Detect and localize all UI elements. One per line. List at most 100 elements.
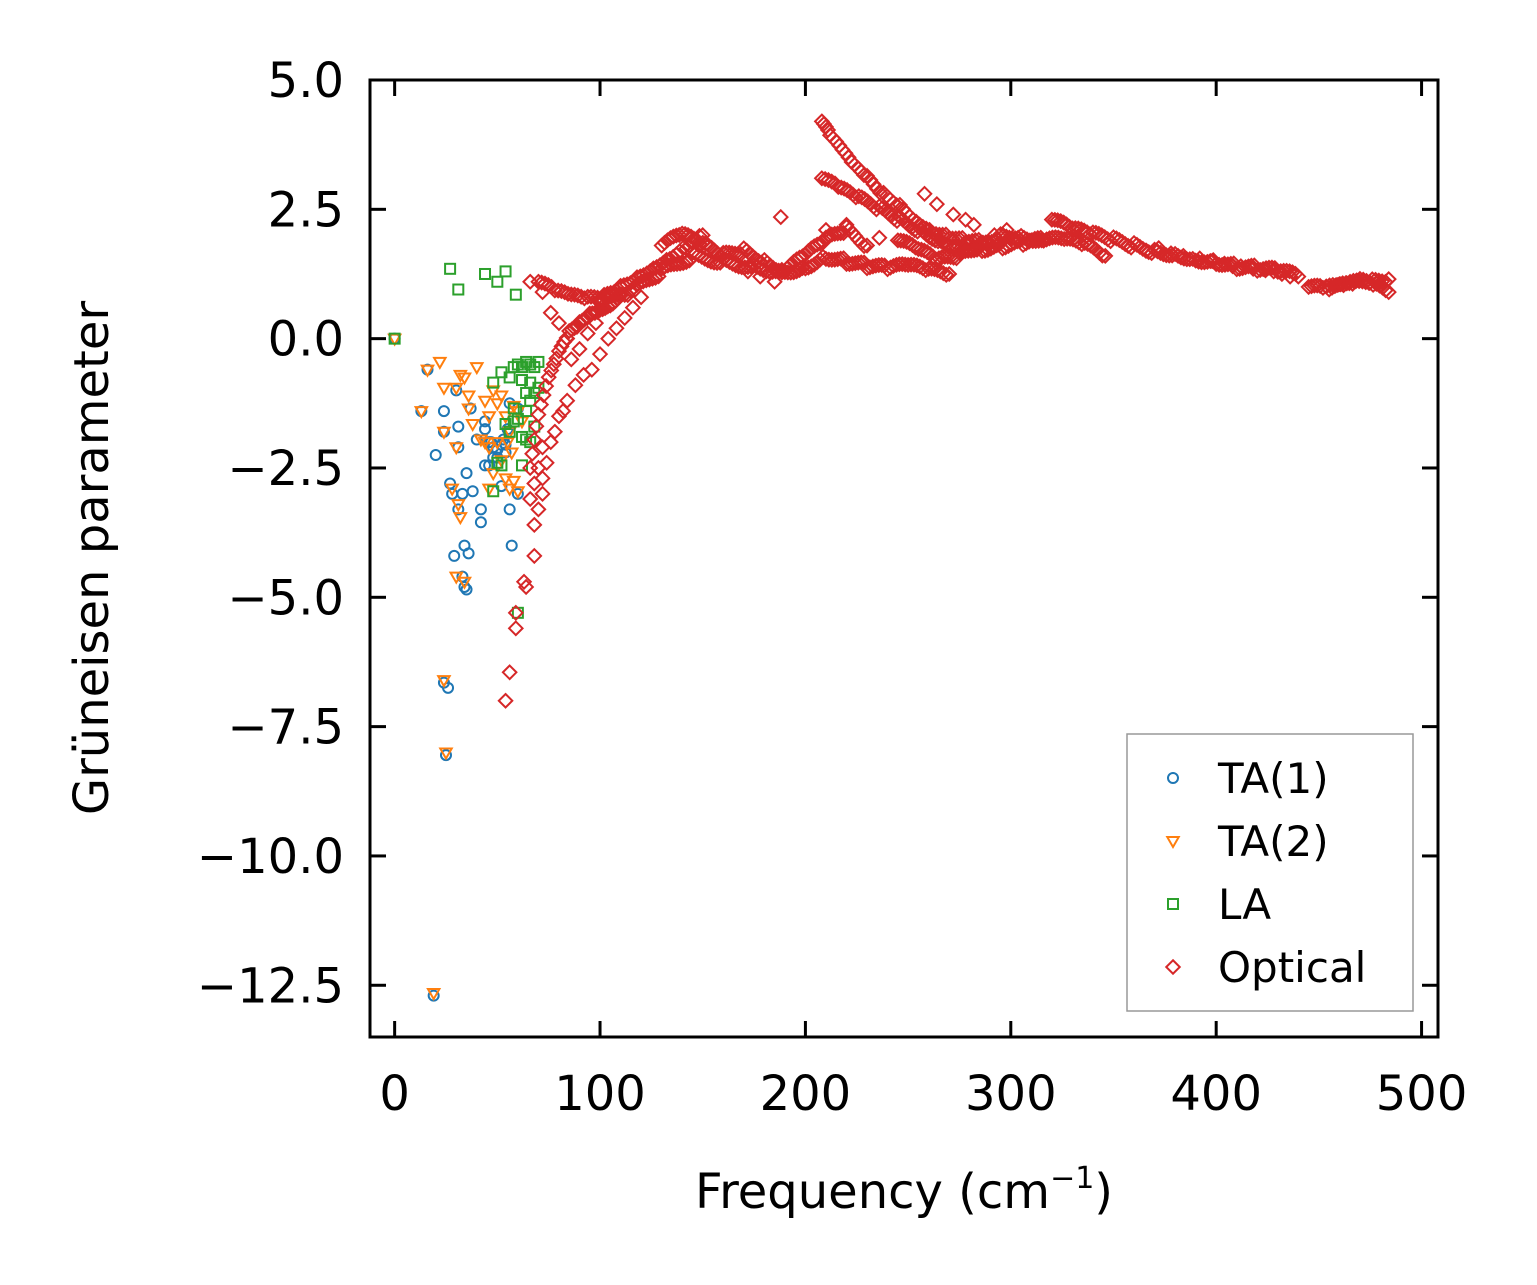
data-point	[479, 423, 492, 436]
data-point	[941, 265, 958, 283]
series-optical	[497, 113, 1397, 709]
data-point	[1150, 239, 1167, 257]
data-point	[495, 459, 508, 472]
data-point	[456, 372, 472, 386]
data-point	[616, 286, 633, 304]
data-point	[930, 250, 948, 267]
legend-label: LA	[1218, 880, 1271, 929]
data-point	[491, 275, 504, 288]
data-point	[526, 547, 543, 565]
data-point	[1358, 272, 1375, 290]
data-point	[499, 265, 512, 278]
data-point	[830, 178, 847, 196]
data-point	[579, 325, 596, 342]
data-point	[452, 369, 468, 383]
data-point	[986, 227, 1003, 244]
data-point	[586, 304, 604, 322]
data-point	[550, 314, 568, 332]
series-ta2	[387, 333, 530, 1002]
data-point	[489, 398, 505, 412]
data-point	[438, 747, 454, 761]
x-tick-label: 500	[1376, 1066, 1468, 1122]
data-point	[503, 503, 516, 516]
data-point	[448, 549, 461, 562]
data-point	[479, 459, 492, 472]
data-point	[1162, 245, 1180, 262]
data-point	[524, 376, 537, 389]
data-point	[616, 309, 633, 327]
data-point	[458, 580, 471, 593]
data-point	[1067, 220, 1084, 237]
data-point	[413, 406, 429, 420]
data-point	[691, 235, 708, 253]
data-point	[864, 258, 882, 275]
data-point	[644, 270, 661, 287]
x-axis-label-superscript: −1	[1050, 1161, 1094, 1196]
y-tick-label: −10.0	[197, 829, 344, 885]
y-tick-label: 5.0	[268, 53, 344, 109]
data-point	[571, 340, 588, 358]
data-point	[479, 267, 492, 280]
data-point	[485, 468, 501, 482]
data-point	[532, 396, 550, 413]
data-point	[888, 196, 905, 214]
data-points	[387, 113, 1397, 1002]
data-point	[1027, 232, 1044, 250]
data-point	[466, 485, 479, 498]
legend-label: TA(1)	[1217, 754, 1329, 803]
data-point	[811, 235, 829, 252]
x-tick-label: 0	[379, 1066, 410, 1122]
data-point	[461, 390, 477, 404]
data-point	[487, 485, 500, 498]
data-point	[656, 258, 673, 275]
legend-item: Optical	[1164, 943, 1366, 992]
data-point	[1094, 247, 1111, 264]
data-point	[1047, 229, 1064, 246]
data-point	[870, 256, 887, 274]
data-point	[461, 403, 477, 417]
data-point	[1216, 255, 1233, 272]
data-point	[456, 576, 472, 590]
y-axis-label: Grüneisen parameter	[64, 301, 120, 816]
data-point	[436, 382, 452, 396]
data-point	[559, 330, 576, 347]
data-point	[526, 431, 543, 448]
data-point	[388, 332, 401, 345]
data-point	[998, 221, 1015, 239]
data-point	[1058, 230, 1076, 247]
data-point	[871, 229, 888, 246]
x-axis-label: Frequency (cm−1)	[695, 1161, 1113, 1220]
data-point	[829, 225, 846, 242]
data-point	[808, 236, 826, 253]
data-point	[583, 361, 600, 378]
data-point	[1018, 231, 1036, 248]
data-point	[1097, 247, 1114, 265]
data-point	[507, 620, 524, 637]
data-point	[555, 333, 573, 351]
data-point	[442, 681, 455, 694]
data-point	[929, 233, 947, 250]
data-point	[563, 351, 580, 368]
data-point	[507, 604, 524, 621]
plot-frame	[368, 78, 1440, 1039]
data-point	[634, 273, 652, 290]
data-point	[448, 382, 464, 396]
data-point	[530, 406, 547, 423]
data-point	[426, 988, 442, 1002]
data-point	[452, 512, 468, 526]
data-point	[1281, 268, 1299, 285]
data-point	[554, 402, 572, 420]
data-point	[487, 376, 500, 389]
data-point	[1380, 283, 1397, 301]
data-point	[506, 475, 522, 489]
data-point	[647, 269, 664, 286]
data-point	[489, 437, 505, 451]
data-point	[448, 442, 464, 456]
data-point	[462, 547, 475, 560]
series-la	[388, 262, 545, 619]
data-point	[601, 288, 618, 305]
data-point	[515, 573, 533, 590]
data-point	[524, 445, 541, 462]
data-point	[542, 304, 559, 321]
